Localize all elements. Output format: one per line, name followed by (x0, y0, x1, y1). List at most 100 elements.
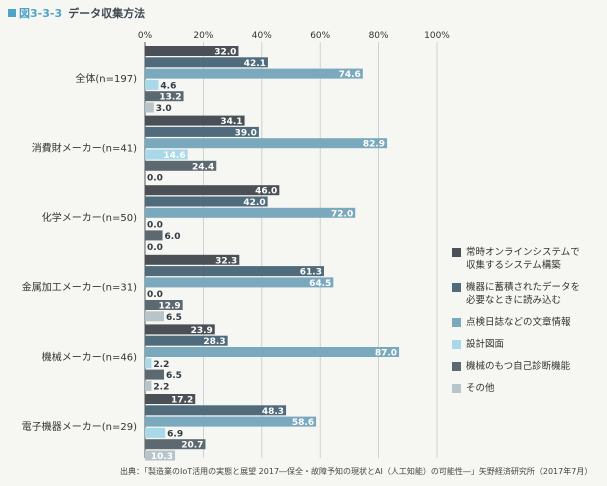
data-label: 42.0 (243, 198, 265, 208)
bar (145, 126, 259, 137)
data-label: 46.0 (255, 187, 277, 197)
data-label: 13.2 (159, 93, 181, 103)
bar (145, 311, 164, 322)
bar (145, 324, 215, 335)
category-label: 機械メーカー(n=46) (42, 350, 137, 363)
legend-label: 機械のもつ自己診断機能 (466, 361, 571, 372)
legend-label: 常時オンラインシステムで 収集するシステム構築 (466, 247, 580, 271)
bar (145, 185, 280, 196)
legend-swatch (452, 283, 461, 292)
bar (145, 160, 217, 171)
bar (145, 57, 268, 68)
title-text: データ収集方法 (68, 7, 146, 20)
bar (145, 230, 163, 241)
data-label: 48.3 (262, 407, 284, 417)
bar (145, 196, 268, 207)
data-label: 74.6 (339, 70, 361, 80)
data-label: 14.6 (163, 151, 185, 161)
legend-swatch (452, 318, 461, 327)
bar (145, 450, 176, 461)
bar (145, 335, 228, 346)
data-label: 28.3 (203, 337, 225, 347)
source-note: 出典：「製造業のIoT活用の実態と展望 2017―保全・故障予知の現状とAI（人… (120, 467, 593, 476)
category-label: 全体(n=197) (75, 72, 137, 85)
data-label: 87.0 (375, 349, 397, 359)
x-tick-label: 60% (310, 31, 330, 41)
data-label: 82.9 (363, 140, 385, 150)
x-tick-label: 100% (424, 31, 450, 41)
bar (145, 416, 317, 427)
data-label: 12.9 (158, 302, 180, 312)
x-tick-label: 40% (252, 31, 272, 41)
bar (145, 79, 159, 90)
bar (145, 369, 164, 380)
data-label: 4.6 (160, 81, 176, 91)
data-label: 6.9 (167, 429, 183, 439)
data-label: 20.7 (181, 441, 203, 451)
bar (145, 102, 154, 113)
x-tick-label: 0% (138, 31, 153, 41)
data-label: 23.9 (191, 326, 213, 336)
legend-label: 機器に蓄積されたデータを 必要なときに読み込む (466, 282, 581, 306)
legend: 常時オンラインシステムで 収集するシステム構築 機器に蓄積されたデータを 必要なと… (452, 246, 602, 404)
bar (145, 439, 206, 450)
data-label: 17.2 (171, 396, 193, 406)
legend-item: その他 (452, 382, 602, 395)
bar (145, 138, 388, 149)
x-tick-label: 80% (369, 31, 389, 41)
data-label: 42.1 (244, 59, 266, 69)
category-label: 電子機器メーカー(n=29) (22, 420, 137, 433)
data-label: 10.3 (151, 452, 173, 462)
legend-swatch (452, 248, 461, 257)
legend-label: その他 (466, 383, 495, 394)
data-label: 24.4 (192, 162, 214, 172)
data-label: 3.0 (156, 104, 172, 114)
bar (145, 91, 184, 102)
legend-label: 設計図面 (466, 339, 505, 350)
bar (145, 394, 196, 404)
bar (145, 380, 152, 391)
category-label: 金属加工メーカー(n=31) (22, 281, 137, 294)
bar (145, 347, 400, 357)
bar (145, 115, 245, 126)
data-label: 6.5 (166, 371, 182, 381)
x-tick-label: 20% (193, 31, 213, 41)
legend-swatch (452, 362, 461, 371)
bar (145, 149, 188, 160)
legend-swatch (452, 340, 461, 349)
data-label: 2.2 (153, 382, 169, 392)
bar (145, 427, 166, 438)
bar (145, 254, 240, 265)
chart-title: 図3-3-3 データ収集方法 (8, 5, 145, 21)
data-label: 64.5 (309, 279, 331, 289)
data-label: 0.0 (147, 290, 163, 300)
legend-item: 設計図面 (452, 338, 602, 351)
data-label: 32.3 (215, 256, 237, 266)
data-label: 34.1 (220, 117, 242, 127)
data-label: 58.6 (292, 418, 314, 428)
figure-number: 図3-3-3 (19, 7, 63, 20)
legend-item: 機械のもつ自己診断機能 (452, 360, 602, 373)
data-label: 6.5 (166, 313, 182, 323)
bar (145, 300, 183, 310)
category-label: 化学メーカー(n=50) (42, 211, 137, 224)
data-label: 6.0 (165, 232, 181, 242)
title-marker-icon (8, 9, 16, 17)
data-label: 72.0 (331, 209, 353, 219)
data-label: 32.0 (214, 48, 236, 58)
legend-label: 点検日誌などの文章情報 (466, 317, 571, 328)
bar (145, 358, 152, 369)
bar (145, 277, 334, 288)
bar (145, 207, 356, 218)
data-label: 0.0 (147, 221, 163, 231)
category-label: 消費財メーカー(n=41) (32, 142, 137, 155)
legend-item: 点検日誌などの文章情報 (452, 316, 602, 329)
data-label: 39.0 (235, 128, 257, 138)
legend-item: 機器に蓄積されたデータを 必要なときに読み込む (452, 281, 602, 307)
bar (145, 46, 239, 56)
bar (145, 266, 324, 277)
legend-item: 常時オンラインシステムで 収集するシステム構築 (452, 246, 602, 272)
data-label: 0.0 (147, 174, 163, 184)
bar (145, 405, 287, 416)
